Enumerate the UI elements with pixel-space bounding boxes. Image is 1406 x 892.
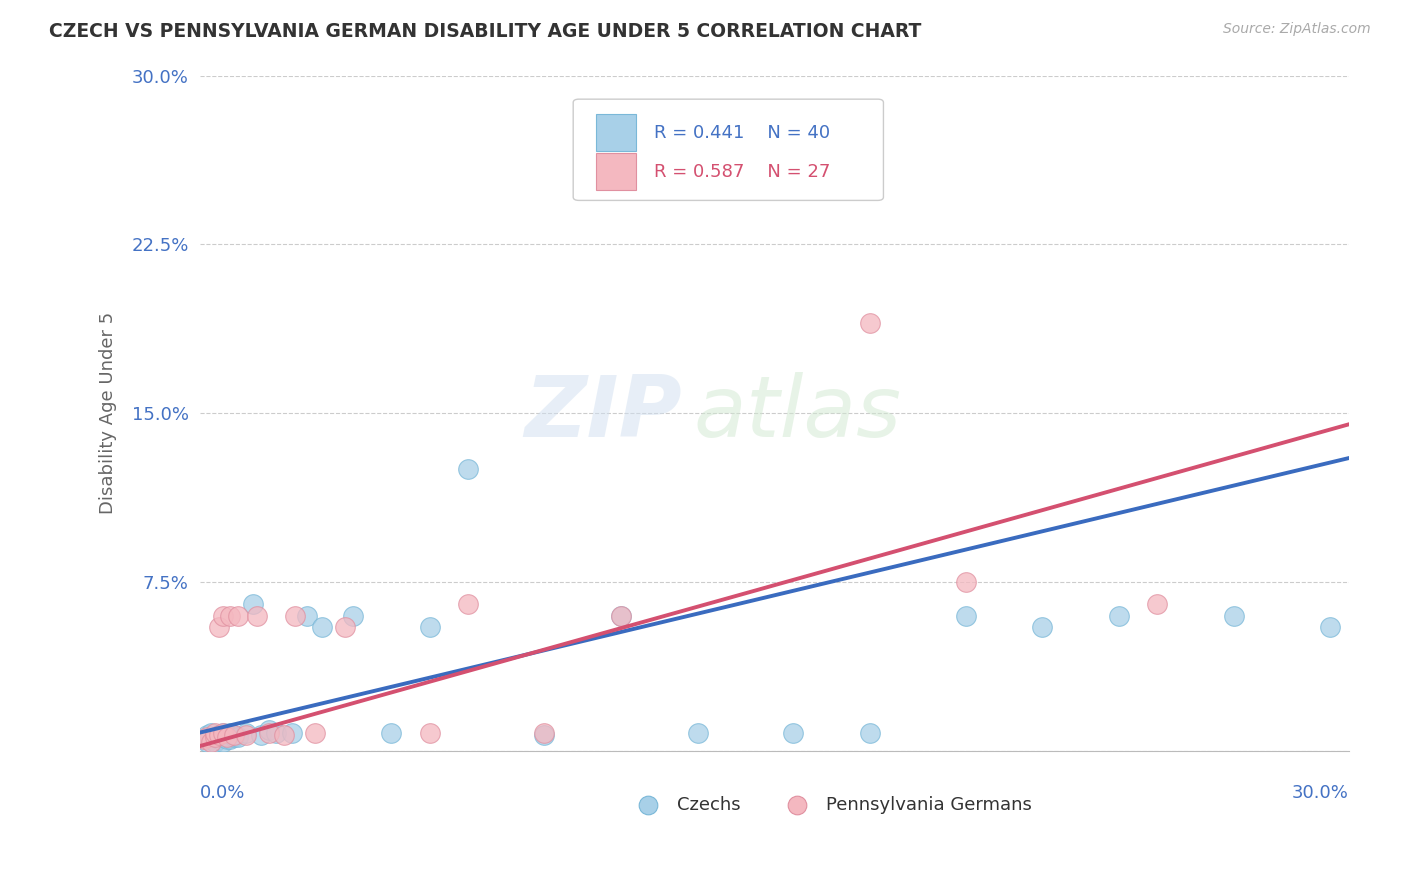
Point [257,723,280,738]
Point [235,728,257,742]
Point [955,574,977,589]
Point [219,725,242,739]
Text: Source: ZipAtlas.com: Source: ZipAtlas.com [1223,22,1371,37]
Point [219,608,242,623]
Point [208,620,231,634]
Text: R = 0.441    N = 40: R = 0.441 N = 40 [654,124,830,142]
Point [246,608,269,623]
Point [242,598,264,612]
Point [204,725,226,739]
Point [266,725,288,739]
Point [204,730,226,744]
Point [280,725,302,739]
Text: Czechs: Czechs [676,796,740,814]
FancyBboxPatch shape [574,99,883,201]
Point [211,608,233,623]
Point [686,725,709,739]
Point [200,725,222,739]
Point [457,598,479,612]
FancyBboxPatch shape [596,153,637,190]
Point [533,728,555,742]
Point [1223,608,1246,623]
Point [955,608,977,623]
Point [211,725,233,739]
Point [211,730,233,744]
FancyBboxPatch shape [596,114,637,151]
Point [193,732,215,747]
Point [304,725,326,739]
Point [197,728,219,742]
Text: 0.0%: 0.0% [200,784,245,803]
Point [257,725,280,739]
Text: 30.0%: 30.0% [1292,784,1348,803]
Point [211,734,233,748]
Point [1319,620,1341,634]
Point [204,734,226,748]
Point [295,608,318,623]
Text: Pennsylvania Germans: Pennsylvania Germans [825,796,1032,814]
Point [235,725,257,739]
Point [273,728,295,742]
Text: R = 0.587    N = 27: R = 0.587 N = 27 [654,162,830,181]
Point [204,730,226,744]
Point [335,620,357,634]
Point [200,732,222,747]
Point [193,732,215,747]
Point [610,608,633,623]
Point [208,728,231,742]
Point [219,732,242,747]
Text: CZECH VS PENNSYLVANIA GERMAN DISABILITY AGE UNDER 5 CORRELATION CHART: CZECH VS PENNSYLVANIA GERMAN DISABILITY … [49,22,921,41]
Point [1031,620,1053,634]
Point [197,730,219,744]
Point [226,730,249,744]
Point [224,728,246,742]
Point [1108,608,1130,623]
Y-axis label: Disability Age Under 5: Disability Age Under 5 [100,312,117,514]
Point [250,728,273,742]
Point [1146,598,1168,612]
Text: atlas: atlas [693,372,901,455]
Text: ZIP: ZIP [524,372,682,455]
Point [610,608,633,623]
Point [311,620,333,634]
Point [859,725,882,739]
Point [224,730,246,744]
Point [208,728,231,742]
Point [215,732,238,747]
Point [859,316,882,330]
Point [215,728,238,742]
Point [457,462,479,476]
Point [419,725,441,739]
Point [197,734,219,748]
Point [226,608,249,623]
Point [782,725,804,739]
Point [419,620,441,634]
Point [215,730,238,744]
Point [208,732,231,747]
Point [342,608,364,623]
Point [200,734,222,748]
Point [380,725,402,739]
Point [211,725,233,739]
Point [284,608,307,623]
Point [533,725,555,739]
